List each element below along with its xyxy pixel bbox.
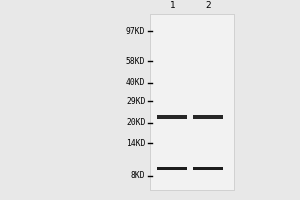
Text: 20KD: 20KD	[126, 118, 146, 127]
Text: 40KD: 40KD	[126, 78, 146, 87]
Text: 1: 1	[169, 1, 175, 10]
Text: 58KD: 58KD	[126, 57, 146, 66]
Bar	[158, 167, 188, 170]
Text: 14KD: 14KD	[126, 139, 146, 148]
Text: 97KD: 97KD	[126, 27, 146, 36]
Text: 2: 2	[206, 1, 211, 10]
Text: 29KD: 29KD	[126, 97, 146, 106]
Bar	[194, 115, 224, 119]
Text: 8KD: 8KD	[131, 171, 146, 180]
Bar	[194, 167, 224, 170]
Bar	[150, 14, 234, 190]
Bar	[158, 115, 188, 119]
